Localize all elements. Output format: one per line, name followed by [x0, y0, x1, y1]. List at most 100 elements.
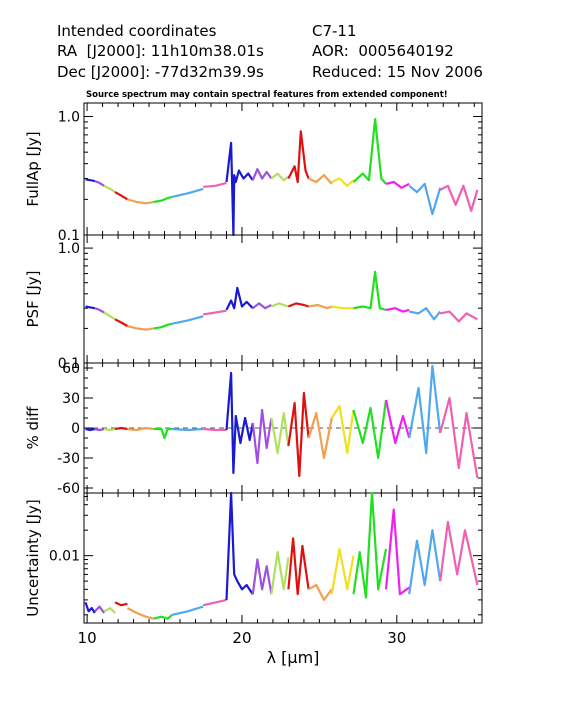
header-target-label: Intended coordinates [57, 22, 217, 40]
fullap-series-segment [352, 117, 387, 185]
pctdiff-series-segment [352, 399, 388, 460]
uncertainty-series-segment [330, 547, 355, 595]
psf-series-segment [252, 302, 272, 310]
pctdiff-series-segment [439, 396, 479, 479]
psf-series-segment [308, 303, 333, 310]
uncertainty-series-segment [84, 602, 96, 614]
psf-series-segment [270, 302, 289, 308]
psf-series-segment [94, 307, 105, 314]
pctdiff-series-segment [85, 427, 96, 432]
fullap-panel-frame [83, 102, 483, 236]
pctdiff-series-segment [94, 427, 105, 432]
pctdiff-series-segment [153, 427, 173, 440]
header-dec: Dec [J2000]: -77d32m39.9s [57, 63, 264, 81]
psf-series-segment [85, 305, 95, 310]
uncertainty-series-segment [103, 606, 116, 614]
uncertainty-series-segment [251, 558, 273, 595]
psf-series-segment [172, 315, 204, 325]
psf-series-segment [331, 305, 354, 310]
uncertainty-xtick-label: 10 [78, 629, 97, 647]
uncertainty-panel-frame [83, 492, 483, 624]
psf-panel-frame [83, 234, 483, 364]
pctdiff-series-segment [103, 427, 116, 432]
pctdiff-ytick-label: 60 [62, 361, 80, 377]
fullap-series-segment [127, 198, 154, 205]
fullap-series-segment [408, 182, 442, 216]
pctdiff-ylabel: % diff [24, 406, 42, 450]
uncertainty-series-segment [352, 491, 388, 599]
header-aor: AOR: 0005640192 [312, 42, 454, 60]
fullap-series-segment [103, 184, 116, 194]
pctdiff-ytick-label: 0 [71, 421, 80, 437]
uncertainty-xlabel: λ [μm] [267, 648, 320, 667]
psf-series-segment [127, 324, 154, 331]
uncertainty-series-segment [225, 491, 254, 600]
pctdiff-ytick-label: -60 [57, 481, 80, 497]
pctdiff-ytick-label: 30 [62, 391, 80, 407]
pctdiff-series-segment [307, 411, 333, 460]
uncertainty-ytick-label: 0.01 [49, 549, 80, 565]
pctdiff-series-segment [172, 427, 204, 432]
fullap-ytick-label: 0.1 [58, 228, 80, 244]
uncertainty-ylabel: Uncertainty [Jy] [24, 499, 42, 616]
pctdiff-series-segment [408, 364, 442, 455]
psf-series-segment [203, 309, 227, 316]
header-reduced-date: Reduced: 15 Nov 2006 [312, 63, 483, 81]
pctdiff-series-segment [127, 426, 154, 432]
psf-series-segment [353, 270, 387, 311]
psf-ytick-label: 0.1 [58, 356, 80, 372]
uncertainty-series-segment [270, 550, 290, 595]
uncertainty-series-segment [408, 529, 442, 595]
fullap-series-segment [153, 195, 173, 204]
pctdiff-series-segment [384, 399, 411, 445]
uncertainty-xtick-label: 30 [387, 629, 406, 647]
psf-series-segment [287, 302, 309, 308]
fullap-series-segment [203, 181, 227, 188]
uncertainty-series-segment [308, 583, 333, 602]
pctdiff-ytick-label: -30 [57, 451, 80, 467]
fullap-series-segment [439, 184, 479, 212]
psf-ytick-label: 1.0 [58, 241, 80, 257]
uncertainty-series-segment [202, 598, 227, 607]
header-source-name: C7-11 [312, 22, 357, 40]
uncertainty-series-segment [114, 601, 128, 607]
uncertainty-series-segment [287, 537, 310, 596]
uncertainty-series-segment [94, 605, 105, 614]
fullap-series-segment [85, 178, 96, 183]
fullap-series-segment [114, 191, 128, 201]
uncertainty-xtick-label: 20 [232, 629, 251, 647]
fullap-series-segment [308, 174, 333, 185]
uncertainty-series-segment [172, 605, 204, 616]
pctdiff-series-segment [251, 408, 273, 465]
extended-component-warning: Source spectrum may contain spectral fea… [86, 90, 448, 100]
pctdiff-series-segment [203, 427, 227, 432]
psf-series-segment [439, 310, 478, 323]
fullap-series-segment [385, 180, 410, 189]
fullap-ytick-label: 1.0 [58, 110, 80, 126]
psf-series-segment [103, 311, 116, 321]
header-ra: RA [J2000]: 11h10m38.01s [57, 42, 264, 60]
uncertainty-series-segment [384, 508, 410, 596]
uncertainty-series-segment [126, 607, 154, 620]
psf-ylabel: PSF [Jy] [24, 271, 42, 328]
fullap-series-segment [225, 141, 254, 237]
fullap-series-segment [331, 177, 355, 187]
pctdiff-series-segment [114, 426, 128, 431]
uncertainty-series-segment [153, 613, 174, 620]
fullap-series-segment [172, 187, 204, 198]
psf-series-segment [153, 322, 173, 330]
psf-series-segment [408, 307, 442, 321]
psf-series-segment [385, 307, 410, 313]
pctdiff-series-segment [330, 404, 355, 455]
psf-series-segment [225, 286, 254, 311]
fullap-series-segment [287, 130, 310, 184]
fullap-series-segment [270, 172, 290, 182]
pctdiff-series-segment [225, 371, 254, 475]
pctdiff-series-segment [287, 391, 310, 478]
psf-series-segment [114, 318, 128, 327]
pctdiff-series-segment [270, 411, 290, 455]
fullap-series-segment [94, 180, 105, 187]
fullap-ylabel: FullAp [Jy] [24, 131, 42, 206]
uncertainty-series-segment [439, 520, 479, 586]
